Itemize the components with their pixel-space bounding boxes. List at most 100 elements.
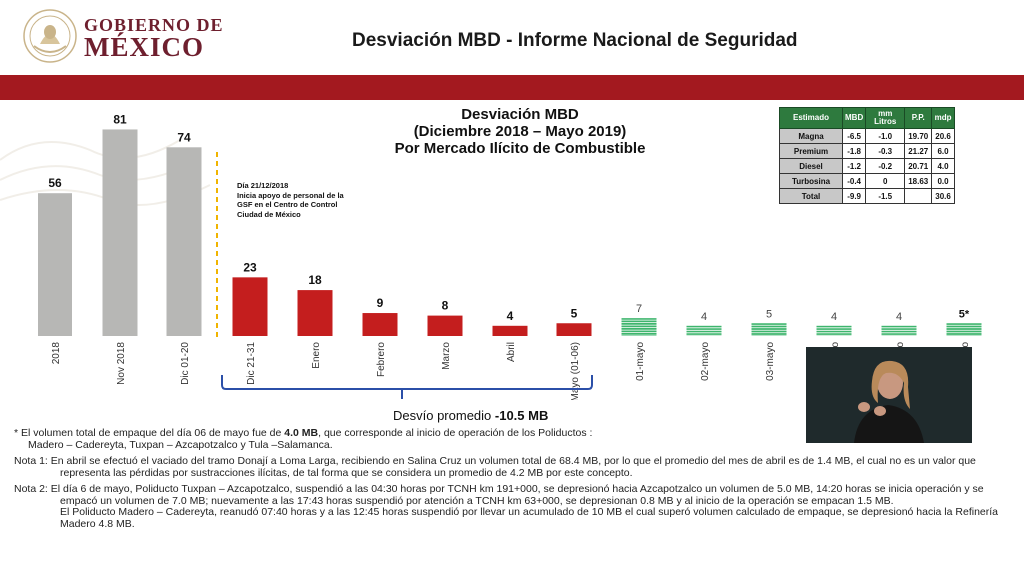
bar-green xyxy=(621,318,657,336)
bar-red xyxy=(232,277,268,336)
bar-green xyxy=(816,325,852,336)
table-header-cell: MBD xyxy=(841,107,867,129)
estimate-table: Estimado MBD mm Litros P.P. mdp Magna -6.… xyxy=(779,107,955,204)
table-cell: -0.3 xyxy=(865,143,906,159)
chart-title-line-3: Por Mercado Ilícito de Combustible xyxy=(394,140,646,157)
footnote: * El volumen total de empaque del día 06… xyxy=(14,427,1014,451)
table-cell: 0 xyxy=(865,173,906,189)
chart-title: Desviación MBD (Diciembre 2018 – Mayo 20… xyxy=(330,106,710,157)
table-cell: -0.2 xyxy=(865,158,906,174)
category-label: Nov 2018 xyxy=(116,342,127,385)
summary-label: Desvío promedio -10.5 MB xyxy=(393,408,548,423)
category-label: Abril xyxy=(506,342,517,362)
data-label: 74 xyxy=(177,130,191,144)
table-header-row: Estimado MBD mm Litros P.P. mdp xyxy=(779,107,955,129)
mexico-seal-icon xyxy=(23,9,77,63)
note-2-continued: El Poliducto Madero – Cadereyta, reanudó… xyxy=(60,506,999,530)
category-label: Mayo (01-06) xyxy=(570,342,581,400)
data-label: 5 xyxy=(766,308,772,320)
table-row-label: Premium xyxy=(779,143,843,159)
bar-gray xyxy=(38,193,72,336)
data-label: 4 xyxy=(896,311,902,323)
table-cell: 20.71 xyxy=(904,158,933,174)
table-row: Total -9.9 -1.5 30.6 xyxy=(779,188,955,204)
note-2: Nota 2: El día 6 de mayo, Poliducto Tuxp… xyxy=(14,483,984,507)
annotation-line: GSF en el Centro de Control xyxy=(237,200,338,209)
category-label: 01-mayo xyxy=(635,342,646,381)
data-label: 7 xyxy=(636,303,642,315)
bar-red xyxy=(362,313,398,336)
bar-green xyxy=(881,325,917,336)
category-label: Dic 01-20 xyxy=(180,342,191,385)
data-label: 8 xyxy=(442,299,449,313)
chart-annotation: Día 21/12/2018 Inicia apoyo de personal … xyxy=(237,181,387,219)
table-cell: 19.70 xyxy=(904,128,933,144)
table-cell: 21.27 xyxy=(904,143,933,159)
logo-text-top: GOBIERNO DE xyxy=(84,15,224,35)
bar-green xyxy=(686,325,722,336)
table-row-label: Turbosina xyxy=(779,173,843,189)
category-label: Dic 21-31 xyxy=(246,342,257,385)
table-cell: 6.0 xyxy=(931,143,955,159)
summary-prefix: Desvío promedio xyxy=(393,408,495,423)
table-cell: -1.0 xyxy=(865,128,906,144)
brand-bar xyxy=(0,75,1024,100)
table-row: Magna -6.5 -1.0 19.70 20.6 xyxy=(779,128,955,144)
table-cell xyxy=(904,188,933,204)
bar-red xyxy=(297,290,333,336)
data-label: 4 xyxy=(701,311,707,323)
notes-section: * El volumen total de empaque del día 06… xyxy=(14,427,1014,535)
table-cell: 0.0 xyxy=(931,173,955,189)
table-row-label: Diesel xyxy=(779,158,843,174)
page-title: Desviación MBD - Informe Nacional de Seg… xyxy=(352,30,798,51)
table-header-cell: mdp xyxy=(931,107,955,129)
category-label: 03-mayo xyxy=(765,342,776,381)
data-label: 4 xyxy=(831,311,837,323)
bar-red xyxy=(492,325,528,336)
logo-text-bottom: MÉXICO xyxy=(84,32,204,62)
footnote-text: * El volumen total de empaque del día 06… xyxy=(14,427,285,439)
table-row: Diesel -1.2 -0.2 20.71 4.0 xyxy=(779,158,955,174)
data-label: 5 xyxy=(571,306,578,320)
category-label: 02-mayo xyxy=(700,342,711,381)
table-header-cell: Estimado xyxy=(779,107,843,129)
chart-title-line-1: Desviación MBD xyxy=(461,106,579,123)
table-cell: 20.6 xyxy=(931,128,955,144)
table-row-label: Magna xyxy=(779,128,843,144)
header: GOBIERNO DE MÉXICO Desviación MBD - Info… xyxy=(0,0,1024,75)
table-cell: 4.0 xyxy=(931,158,955,174)
table-cell: -6.5 xyxy=(841,128,867,144)
table-row: Premium -1.8 -0.3 21.27 6.0 xyxy=(779,143,955,159)
table-cell: -1.8 xyxy=(841,143,867,159)
data-label: 4 xyxy=(507,309,514,323)
table-cell: 18.63 xyxy=(904,173,933,189)
table-row: Turbosina -0.4 0 18.63 0.0 xyxy=(779,173,955,189)
summary-bracket xyxy=(221,375,593,399)
table-header-cell: mm Litros xyxy=(865,107,906,129)
table-header-cell: P.P. xyxy=(904,107,933,129)
data-label: 18 xyxy=(308,273,322,287)
data-label: 56 xyxy=(48,176,62,190)
bar-gray xyxy=(102,129,138,336)
annotation-line: Inicia apoyo de personal de la xyxy=(237,190,344,200)
table-cell: 30.6 xyxy=(931,188,955,204)
table-cell: -0.4 xyxy=(841,173,867,189)
table-row-label: Total xyxy=(779,188,843,204)
table-cell: -9.9 xyxy=(841,188,867,204)
data-label: 9 xyxy=(377,296,384,310)
bar-red xyxy=(427,315,463,336)
category-label: 2018 xyxy=(51,342,62,365)
data-label: 5* xyxy=(959,308,970,320)
interpreter-video xyxy=(806,347,972,443)
chart-title-line-2: (Diciembre 2018 – Mayo 2019) xyxy=(413,123,627,140)
annotation-line: Ciudad de México xyxy=(237,209,301,219)
table-cell: -1.2 xyxy=(841,158,867,174)
note-1: Nota 1: En abril se efectuó el vaciado d… xyxy=(14,455,976,479)
table-cell: -1.5 xyxy=(865,188,906,204)
data-label: 81 xyxy=(113,112,127,126)
bar-red xyxy=(556,323,592,336)
category-label: Febrero xyxy=(376,342,387,377)
category-label: Marzo xyxy=(441,342,452,370)
category-label: Enero xyxy=(311,342,322,369)
